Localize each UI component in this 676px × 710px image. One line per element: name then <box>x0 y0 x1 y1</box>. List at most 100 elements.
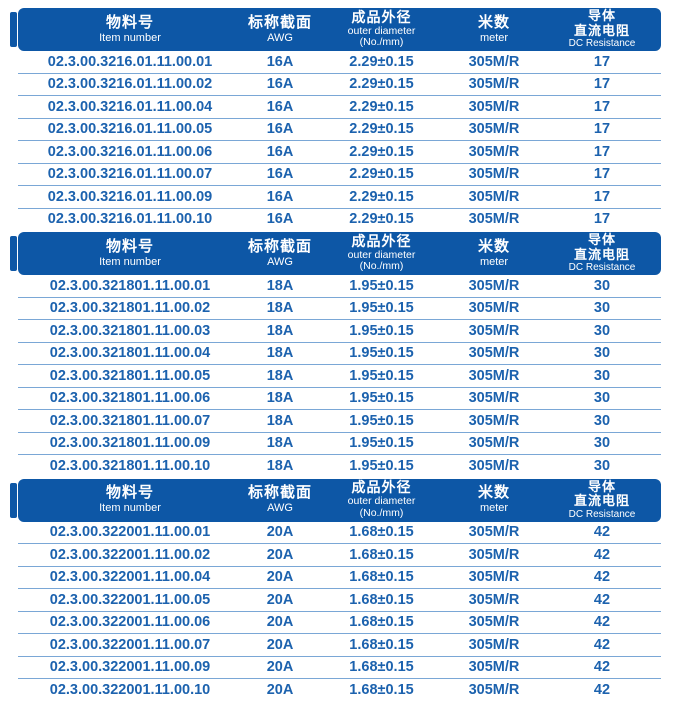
table-header-row: 物料号 Item number 标称截面 AWG 成品外径 outer diam… <box>18 478 661 522</box>
column-header-zh-label: 标称截面 <box>247 13 312 31</box>
column-header-meter: 米数 meter <box>445 232 543 275</box>
table-row: 02.3.00.321801.11.00.02 18A 1.95±0.15 30… <box>18 297 661 320</box>
cell-dc-resistance: 30 <box>593 457 611 474</box>
cell-awg: 16A <box>266 211 294 228</box>
cell-awg: 16A <box>242 118 318 141</box>
cell-outer-diameter: 1.68±0.15 <box>349 681 414 698</box>
cell-dc-resistance: 42 <box>543 633 661 657</box>
table-row: 02.3.00.3216.01.11.00.02 16A 2.29±0.15 3… <box>18 73 661 96</box>
cell-awg: 20A <box>242 633 318 657</box>
cell-meter: 305M/R <box>445 387 543 410</box>
cell-outer-diameter: 1.95±0.15 <box>318 342 445 365</box>
column-header-en-label: outer diameter <box>347 248 416 261</box>
cell-meter: 305M/R <box>445 275 543 298</box>
cell-item-number: 02.3.00.321801.11.00.02 <box>18 297 242 320</box>
cell-outer-diameter: 1.95±0.15 <box>318 319 445 343</box>
cell-dc-resistance: 17 <box>543 51 661 74</box>
column-header-item-number: 物料号 Item number <box>18 8 242 51</box>
table-row: 02.3.00.322001.11.00.05 20A 1.68±0.15 30… <box>18 588 661 612</box>
column-header-en-label: Item number <box>99 31 161 44</box>
header-accent-tab <box>10 482 17 518</box>
column-header-awg: 标称截面 AWG <box>242 232 318 275</box>
cell-awg: 18A <box>242 297 318 320</box>
cell-item-number: 02.3.00.3216.01.11.00.02 <box>18 73 242 96</box>
cell-dc-resistance: 17 <box>543 118 661 141</box>
column-header-zh-label: 米数 <box>477 237 510 255</box>
cell-meter: 305M/R <box>445 633 543 657</box>
spec-table: 02.3.00.322001.11.00.01 20A 1.68±0.15 30… <box>18 521 661 701</box>
table-row: 02.3.00.321801.11.00.07 18A 1.95±0.15 30… <box>18 409 661 433</box>
cell-dc-resistance: 42 <box>543 521 661 544</box>
column-header-en-label: DC Resistance <box>568 262 636 274</box>
column-header-outer-diameter: 成品外径 outer diameter (No./mm) <box>318 232 445 275</box>
cell-outer-diameter: 1.95±0.15 <box>318 432 445 455</box>
column-header-zh-label: 物料号 <box>105 13 154 31</box>
cell-outer-diameter: 1.68±0.15 <box>318 633 445 657</box>
cell-outer-diameter: 2.29±0.15 <box>318 118 445 141</box>
cell-dc-resistance: 30 <box>543 342 661 365</box>
cell-outer-diameter: 2.29±0.15 <box>318 95 445 119</box>
column-header-en2-label: (No./mm) <box>359 36 404 49</box>
column-header-en-label: meter <box>479 255 509 268</box>
column-header-zh-label: 米数 <box>477 13 510 31</box>
cell-awg: 16A <box>242 185 318 209</box>
cell-meter: 305M/R <box>445 588 543 612</box>
cell-item-number: 02.3.00.3216.01.11.00.04 <box>18 95 242 119</box>
table-row: 02.3.00.321801.11.00.03 18A 1.95±0.15 30… <box>18 319 661 343</box>
cell-awg: 18A <box>242 364 318 388</box>
column-header-outer-diameter: 成品外径 outer diameter (No./mm) <box>318 8 445 51</box>
cell-meter: 305M/R <box>445 342 543 365</box>
cell-item-number: 02.3.00.322001.11.00.05 <box>18 588 242 612</box>
column-header-zh-label: 导体 <box>587 232 616 248</box>
cell-item-number: 02.3.00.321801.11.00.10 <box>49 457 211 474</box>
cell-awg: 18A <box>266 457 294 474</box>
column-header-zh-label: 标称截面 <box>247 237 312 255</box>
table-row: 02.3.00.321801.11.00.09 18A 1.95±0.15 30… <box>18 432 661 455</box>
cell-meter: 305M/R <box>445 432 543 455</box>
table-row: 02.3.00.3216.01.11.00.06 16A 2.29±0.15 3… <box>18 140 661 164</box>
column-header-en-label: outer diameter <box>347 24 416 37</box>
cell-dc-resistance: 30 <box>543 275 661 298</box>
column-header-dc-resistance: 导体 直流电阻 DC Resistance <box>543 8 661 51</box>
table-header-row: 物料号 Item number 标称截面 AWG 成品外径 outer diam… <box>18 232 661 275</box>
cell-item-number: 02.3.00.321801.11.00.01 <box>18 275 242 298</box>
cell-dc-resistance: 30 <box>543 364 661 388</box>
column-header-zh-label: 物料号 <box>105 237 154 255</box>
cell-meter: 305M/R <box>445 521 543 544</box>
column-header-zh-label: 导体 <box>587 478 616 494</box>
column-header-item-number: 物料号 Item number <box>18 479 242 522</box>
cell-meter: 305M/R <box>445 364 543 388</box>
cell-meter: 305M/R <box>445 51 543 74</box>
table-row: 02.3.00.3216.01.11.00.04 16A 2.29±0.15 3… <box>18 95 661 119</box>
cell-outer-diameter: 2.29±0.15 <box>318 163 445 186</box>
table-row: 02.3.00.3216.01.11.00.07 16A 2.29±0.15 3… <box>18 163 661 186</box>
cell-awg: 16A <box>242 163 318 186</box>
cell-meter: 305M/R <box>445 140 543 164</box>
cell-dc-resistance: 42 <box>543 566 661 589</box>
cell-item-number: 02.3.00.322001.11.00.06 <box>18 611 242 634</box>
cell-outer-diameter: 1.95±0.15 <box>318 409 445 433</box>
table-row: 02.3.00.322001.11.00.02 20A 1.68±0.15 30… <box>18 543 661 567</box>
cell-awg: 18A <box>242 275 318 298</box>
cell-awg: 20A <box>242 543 318 567</box>
cell-dc-resistance: 30 <box>543 432 661 455</box>
column-header-en-label: AWG <box>267 502 293 515</box>
table-row: 02.3.00.321801.11.00.10 18A 1.95±0.15 30… <box>18 455 661 477</box>
column-header-zh2-label: 直流电阻 <box>573 22 630 38</box>
table-row: 02.3.00.3216.01.11.00.05 16A 2.29±0.15 3… <box>18 118 661 141</box>
cell-awg: 16A <box>242 140 318 164</box>
table-row: 02.3.00.3216.01.11.00.09 16A 2.29±0.15 3… <box>18 185 661 209</box>
cell-item-number: 02.3.00.321801.11.00.04 <box>18 342 242 365</box>
cell-meter: 305M/R <box>445 656 543 679</box>
cell-outer-diameter: 2.29±0.15 <box>318 51 445 74</box>
column-header-en-label: meter <box>479 502 509 515</box>
column-header-awg: 标称截面 AWG <box>242 8 318 51</box>
column-header-meter: 米数 meter <box>445 479 543 522</box>
table-row: 02.3.00.322001.11.00.10 20A 1.68±0.15 30… <box>18 679 661 701</box>
column-header-zh-label: 物料号 <box>105 484 154 502</box>
cell-outer-diameter: 1.95±0.15 <box>318 364 445 388</box>
cell-item-number: 02.3.00.322001.11.00.10 <box>49 681 211 698</box>
spec-table-body: 02.3.00.322001.11.00.01 20A 1.68±0.15 30… <box>18 521 661 701</box>
cell-awg: 18A <box>242 387 318 410</box>
cell-dc-resistance: 42 <box>543 611 661 634</box>
